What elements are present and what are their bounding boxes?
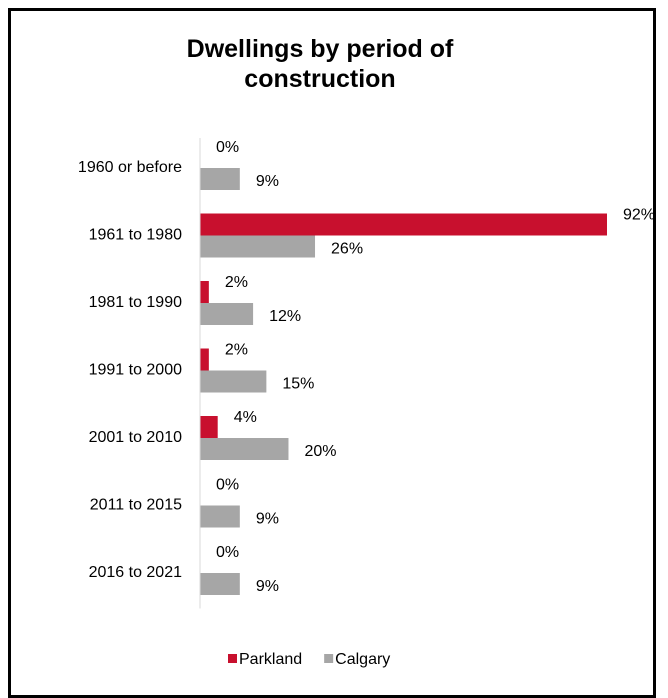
data-label: 0% (216, 139, 239, 156)
bar (200, 303, 254, 325)
bar (200, 438, 289, 460)
chart-title: Dwellings by period of construction (186, 35, 454, 93)
data-label: 0% (216, 544, 239, 561)
y-tick-label: 1991 to 2000 (89, 362, 183, 379)
data-label: 12% (269, 308, 301, 325)
data-label: 9% (256, 578, 279, 595)
legend-label: Calgary (335, 651, 390, 668)
legend-label: Parkland (239, 651, 302, 668)
bar (200, 505, 240, 528)
data-label: 9% (256, 511, 279, 528)
data-label: 0% (216, 477, 239, 494)
data-label: 2% (225, 342, 248, 359)
bar (200, 213, 607, 236)
data-label: 9% (256, 173, 279, 190)
y-tick-label: 2011 to 2015 (90, 497, 182, 514)
data-label: 2% (225, 274, 248, 291)
y-tick-label: 1960 or before (78, 159, 182, 176)
y-tick-label: 2016 to 2021 (89, 564, 183, 581)
y-tick-label: 2001 to 2010 (89, 429, 183, 446)
legend-swatch (228, 654, 237, 663)
bar (200, 281, 209, 303)
legend-swatch (324, 654, 334, 663)
bar (200, 168, 240, 190)
y-tick-label: 1981 to 1990 (89, 294, 183, 311)
bar (200, 416, 218, 438)
y-tick-label: 1961 to 1980 (89, 227, 183, 244)
bar (200, 370, 267, 393)
bar (200, 348, 209, 371)
bar (200, 235, 316, 258)
data-label: 15% (282, 376, 314, 393)
data-label: 92% (623, 207, 655, 224)
data-label: 4% (234, 409, 257, 426)
data-label: 26% (331, 241, 363, 258)
bar (200, 573, 240, 595)
data-label: 20% (304, 443, 336, 460)
